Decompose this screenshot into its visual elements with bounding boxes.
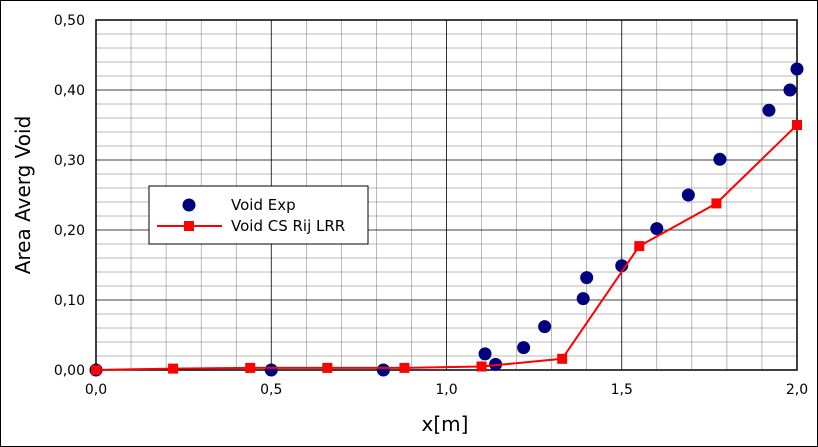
legend-marker-void-exp bbox=[182, 198, 196, 212]
data-point bbox=[792, 120, 802, 130]
data-point bbox=[576, 292, 590, 306]
series-line bbox=[95, 124, 798, 371]
legend-label-void-cs: Void CS Rij LRR bbox=[231, 217, 345, 235]
data-point bbox=[762, 103, 776, 117]
data-point bbox=[478, 347, 492, 361]
x-axis-title: x[m] bbox=[422, 412, 469, 436]
y-tick-label: 0,40 bbox=[54, 83, 85, 99]
data-point bbox=[538, 320, 552, 334]
y-tick-label: 0,30 bbox=[54, 153, 85, 169]
x-tick-label: 1,5 bbox=[611, 382, 633, 398]
plot-area-border bbox=[95, 19, 798, 371]
data-point bbox=[615, 259, 629, 273]
x-tick-label: 2,0 bbox=[786, 382, 808, 398]
data-point bbox=[91, 365, 101, 375]
series-layer bbox=[89, 62, 804, 377]
data-point bbox=[476, 361, 487, 372]
legend: Void Exp Void CS Rij LRR bbox=[148, 185, 369, 245]
y-axis-title: Area Averg Void bbox=[11, 116, 35, 275]
data-point bbox=[681, 188, 695, 202]
legend-label-void-exp: Void Exp bbox=[231, 196, 296, 214]
data-point bbox=[376, 363, 390, 377]
data-point bbox=[634, 241, 645, 252]
x-tick-label: 1,0 bbox=[435, 382, 457, 398]
data-point bbox=[783, 83, 797, 97]
y-tick-label: 0,00 bbox=[54, 363, 85, 379]
data-point bbox=[168, 363, 179, 374]
data-point bbox=[322, 362, 333, 373]
y-tick-label: 0,10 bbox=[54, 293, 85, 309]
data-point bbox=[580, 271, 594, 285]
data-point bbox=[711, 198, 722, 209]
legend-box bbox=[148, 185, 369, 245]
series-void-cs-rij-lrr bbox=[91, 120, 802, 375]
data-point bbox=[517, 341, 531, 355]
x-axis-ticks: 0,0 0,5 1,0 1,5 2,0 bbox=[85, 382, 808, 398]
x-tick-label: 0,0 bbox=[85, 382, 107, 398]
data-point bbox=[557, 353, 568, 364]
data-point bbox=[713, 152, 727, 166]
y-tick-label: 0,20 bbox=[54, 223, 85, 239]
data-point bbox=[245, 362, 256, 373]
data-point bbox=[399, 362, 410, 373]
data-point bbox=[650, 222, 664, 236]
y-axis-ticks: 0,00 0,10 0,20 0,30 0,40 0,50 bbox=[54, 13, 85, 379]
data-point bbox=[264, 363, 278, 377]
x-tick-label: 0,5 bbox=[260, 382, 282, 398]
data-point bbox=[790, 62, 804, 76]
legend-marker-void-cs bbox=[184, 221, 194, 231]
y-tick-label: 0,50 bbox=[54, 13, 85, 29]
